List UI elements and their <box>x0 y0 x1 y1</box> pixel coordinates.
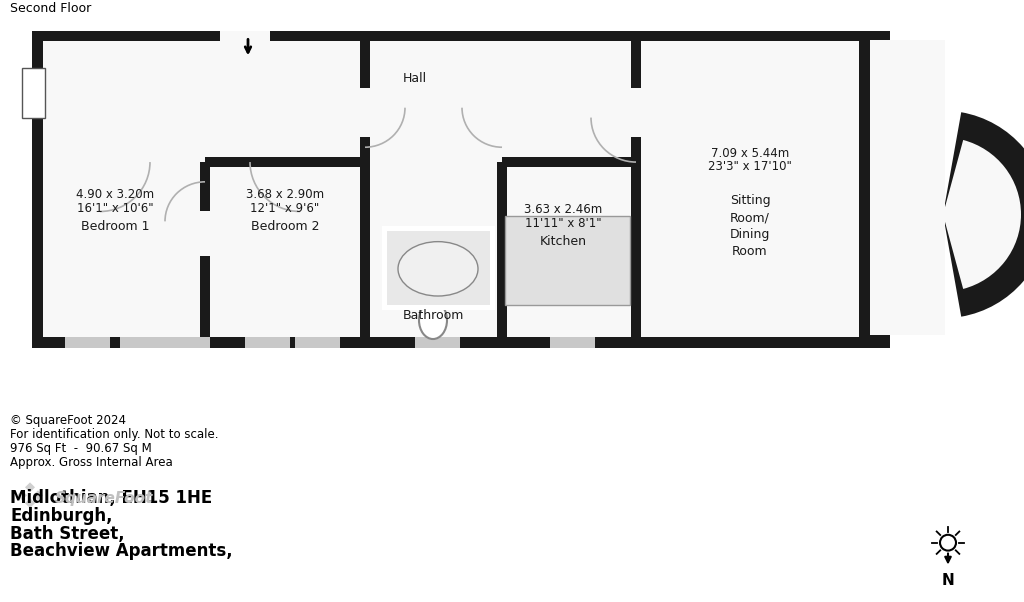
Bar <box>550 337 595 348</box>
Text: Hall: Hall <box>402 72 427 84</box>
Text: N: N <box>942 573 954 588</box>
Text: Midlothian, EH15 1HE: Midlothian, EH15 1HE <box>10 489 212 507</box>
Bar <box>870 40 945 335</box>
Text: 3.68 x 2.90m: 3.68 x 2.90m <box>246 188 324 201</box>
Bar <box>32 337 870 348</box>
Text: Second Floor: Second Floor <box>10 2 91 15</box>
Bar <box>245 337 290 348</box>
Text: 976 Sq Ft  -  90.67 Sq M: 976 Sq Ft - 90.67 Sq M <box>10 442 152 455</box>
Bar <box>32 31 43 348</box>
Text: Bedroom 1: Bedroom 1 <box>81 220 150 233</box>
Bar <box>387 231 490 305</box>
Bar <box>415 337 460 348</box>
Bar <box>859 31 870 348</box>
Text: 23'3" x 17'10": 23'3" x 17'10" <box>708 161 792 173</box>
Bar <box>505 217 630 305</box>
Bar <box>502 157 636 167</box>
Text: 7.09 x 5.44m: 7.09 x 5.44m <box>711 147 790 160</box>
Text: Sitting
Room/
Dining
Room: Sitting Room/ Dining Room <box>730 194 770 258</box>
Text: 12'1" x 9'6": 12'1" x 9'6" <box>251 202 319 215</box>
Text: Bedroom 2: Bedroom 2 <box>251 220 319 233</box>
Bar <box>295 337 340 348</box>
Ellipse shape <box>419 302 447 339</box>
Text: Beachview Apartments,: Beachview Apartments, <box>10 542 232 560</box>
Bar <box>22 68 45 117</box>
Text: Edinburgh,: Edinburgh, <box>10 507 113 525</box>
Text: 3.63 x 2.46m: 3.63 x 2.46m <box>524 203 602 216</box>
Bar <box>631 31 641 348</box>
Text: Approx. Gross Internal Area: Approx. Gross Internal Area <box>10 456 173 469</box>
Bar <box>497 162 507 348</box>
Bar <box>200 162 210 348</box>
Bar <box>631 88 641 137</box>
Bar <box>120 337 165 348</box>
Text: 16'1" x 10'6": 16'1" x 10'6" <box>77 202 154 215</box>
Bar <box>859 31 890 348</box>
Bar <box>165 337 210 348</box>
Bar <box>200 211 210 256</box>
Text: For identification only. Not to scale.: For identification only. Not to scale. <box>10 428 218 441</box>
Bar <box>270 31 870 42</box>
Text: 11'11" x 8'1": 11'11" x 8'1" <box>524 217 601 230</box>
Text: SquareFoot: SquareFoot <box>55 491 154 506</box>
Bar <box>43 42 859 162</box>
Text: © SquareFoot 2024: © SquareFoot 2024 <box>10 414 126 427</box>
Bar <box>360 31 370 348</box>
Bar <box>32 31 870 348</box>
Wedge shape <box>943 112 1024 317</box>
Bar <box>32 31 220 42</box>
Wedge shape <box>943 140 1021 289</box>
Bar <box>360 88 370 137</box>
Text: 4.90 x 3.20m: 4.90 x 3.20m <box>76 188 154 201</box>
Bar <box>205 157 365 167</box>
Text: Kitchen: Kitchen <box>540 235 587 247</box>
Text: Bathroom: Bathroom <box>402 309 464 322</box>
Text: Bath Street,: Bath Street, <box>10 525 125 542</box>
Bar <box>382 226 495 311</box>
Bar <box>65 337 110 348</box>
Ellipse shape <box>398 241 478 296</box>
